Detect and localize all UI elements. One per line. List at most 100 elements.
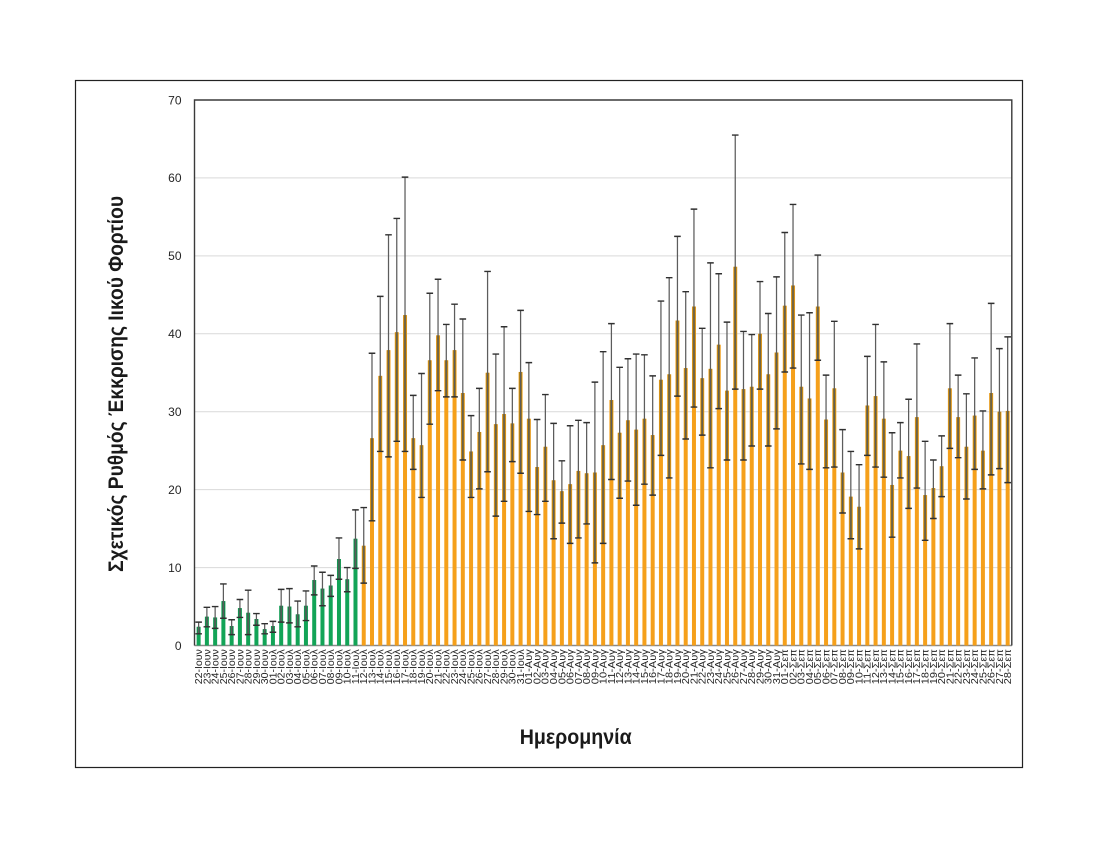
svg-text:06-Ιουλ: 06-Ιουλ [310, 649, 321, 684]
svg-text:10-Σεπ: 10-Σεπ [854, 649, 865, 684]
svg-text:Σχετικός Ρυθμός Έκκρισης Ιικού: Σχετικός Ρυθμός Έκκρισης Ιικού Φορτίου [105, 196, 128, 572]
svg-text:18-Ιουλ: 18-Ιουλ [409, 649, 420, 684]
svg-text:23-Σεπ: 23-Σεπ [962, 649, 973, 684]
svg-text:19-Αυγ: 19-Αυγ [673, 649, 684, 684]
svg-text:15-Αυγ: 15-Αυγ [640, 649, 651, 684]
svg-text:12-Αυγ: 12-Αυγ [615, 649, 626, 684]
svg-text:22-Αυγ: 22-Αυγ [698, 649, 709, 684]
svg-text:22-Ιουλ: 22-Ιουλ [442, 649, 453, 684]
svg-text:31-Ιουλ: 31-Ιουλ [516, 649, 527, 684]
svg-text:11-Ιουλ: 11-Ιουλ [351, 649, 362, 684]
svg-text:12-Σεπ: 12-Σεπ [871, 649, 882, 684]
svg-text:30-Ιουλ: 30-Ιουλ [508, 649, 519, 684]
svg-text:23-Ιουν: 23-Ιουν [202, 649, 213, 684]
svg-text:26-Ιουλ: 26-Ιουλ [475, 649, 486, 684]
svg-text:25-Αυγ: 25-Αυγ [722, 649, 733, 684]
svg-text:28-Ιουν: 28-Ιουν [244, 649, 255, 684]
svg-text:14-Αυγ: 14-Αυγ [632, 649, 643, 684]
svg-text:21-Ιουλ: 21-Ιουλ [433, 649, 444, 684]
svg-text:27-Σεπ: 27-Σεπ [995, 649, 1006, 684]
svg-text:17-Σεπ: 17-Σεπ [912, 649, 923, 684]
svg-text:10: 10 [168, 561, 182, 575]
svg-text:21-Σεπ: 21-Σεπ [945, 649, 956, 684]
svg-text:28-Σεπ: 28-Σεπ [1003, 649, 1014, 684]
svg-text:05-Σεπ: 05-Σεπ [813, 649, 824, 684]
svg-text:25-Ιουλ: 25-Ιουλ [466, 649, 477, 684]
svg-text:09-Ιουλ: 09-Ιουλ [334, 649, 345, 684]
svg-text:03-Αυγ: 03-Αυγ [541, 649, 552, 684]
svg-text:20-Σεπ: 20-Σεπ [937, 649, 948, 684]
svg-text:60: 60 [168, 171, 182, 185]
svg-text:08-Αυγ: 08-Αυγ [582, 649, 593, 684]
svg-text:26-Αυγ: 26-Αυγ [731, 649, 742, 684]
svg-text:16-Σεπ: 16-Σεπ [904, 649, 915, 684]
svg-text:Ημερομηνία: Ημερομηνία [520, 726, 632, 749]
svg-text:20-Ιουλ: 20-Ιουλ [425, 649, 436, 684]
svg-text:10-Αυγ: 10-Αυγ [599, 649, 610, 684]
svg-text:22-Σεπ: 22-Σεπ [954, 649, 965, 684]
svg-text:50: 50 [168, 249, 182, 263]
svg-text:01-Ιουλ: 01-Ιουλ [268, 649, 279, 684]
svg-text:17-Ιουλ: 17-Ιουλ [400, 649, 411, 684]
svg-text:18-Σεπ: 18-Σεπ [921, 649, 932, 684]
svg-text:15-Σεπ: 15-Σεπ [896, 649, 907, 684]
svg-text:13-Ιουλ: 13-Ιουλ [367, 649, 378, 684]
svg-text:29-Αυγ: 29-Αυγ [755, 649, 766, 684]
svg-text:11-Σεπ: 11-Σεπ [863, 649, 874, 684]
svg-text:12-Ιουλ: 12-Ιουλ [359, 649, 370, 684]
svg-text:17-Αυγ: 17-Αυγ [656, 649, 667, 684]
svg-text:13-Σεπ: 13-Σεπ [879, 649, 890, 684]
svg-text:05-Αυγ: 05-Αυγ [557, 649, 568, 684]
svg-text:11-Αυγ: 11-Αυγ [607, 649, 618, 684]
svg-text:23-Ιουλ: 23-Ιουλ [450, 649, 461, 684]
svg-text:24-Ιουλ: 24-Ιουλ [458, 649, 469, 684]
svg-text:10-Ιουλ: 10-Ιουλ [343, 649, 354, 684]
svg-text:20-Αυγ: 20-Αυγ [681, 649, 692, 684]
svg-text:02-Αυγ: 02-Αυγ [533, 649, 544, 684]
svg-text:08-Ιουλ: 08-Ιουλ [326, 649, 337, 684]
svg-text:02-Ιουλ: 02-Ιουλ [277, 649, 288, 684]
svg-text:09-Σεπ: 09-Σεπ [846, 649, 857, 684]
svg-text:26-Σεπ: 26-Σεπ [987, 649, 998, 684]
svg-text:05-Ιουλ: 05-Ιουλ [301, 649, 312, 684]
svg-text:14-Ιουλ: 14-Ιουλ [376, 649, 387, 684]
svg-text:08-Σεπ: 08-Σεπ [838, 649, 849, 684]
svg-text:24-Ιουν: 24-Ιουν [211, 649, 222, 684]
svg-text:01-Σεπ: 01-Σεπ [780, 649, 791, 684]
svg-text:07-Ιουλ: 07-Ιουλ [318, 649, 329, 684]
svg-text:23-Αυγ: 23-Αυγ [706, 649, 717, 684]
svg-text:04-Σεπ: 04-Σεπ [805, 649, 816, 684]
svg-text:28-Ιουλ: 28-Ιουλ [491, 649, 502, 684]
svg-text:26-Ιουν: 26-Ιουν [227, 649, 238, 684]
svg-text:04-Ιουλ: 04-Ιουλ [293, 649, 304, 684]
svg-text:27-Ιουλ: 27-Ιουλ [483, 649, 494, 684]
svg-text:70: 70 [168, 93, 182, 107]
svg-text:18-Αυγ: 18-Αυγ [665, 649, 676, 684]
svg-text:22-Ιουν: 22-Ιουν [194, 649, 205, 684]
svg-text:02-Σεπ: 02-Σεπ [788, 649, 799, 684]
svg-text:07-Αυγ: 07-Αυγ [574, 649, 585, 684]
svg-text:04-Αυγ: 04-Αυγ [549, 649, 560, 684]
svg-text:06-Αυγ: 06-Αυγ [566, 649, 577, 684]
svg-text:24-Σεπ: 24-Σεπ [970, 649, 981, 684]
svg-text:25-Σεπ: 25-Σεπ [978, 649, 989, 684]
svg-text:13-Αυγ: 13-Αυγ [623, 649, 634, 684]
svg-text:07-Σεπ: 07-Σεπ [830, 649, 841, 684]
svg-text:29-Ιουλ: 29-Ιουλ [499, 649, 510, 684]
svg-text:09-Αυγ: 09-Αυγ [590, 649, 601, 684]
svg-text:15-Ιουλ: 15-Ιουλ [384, 649, 395, 684]
svg-text:27-Ιουν: 27-Ιουν [235, 649, 246, 684]
svg-text:06-Σεπ: 06-Σεπ [821, 649, 832, 684]
svg-text:16-Αυγ: 16-Αυγ [648, 649, 659, 684]
svg-text:16-Ιουλ: 16-Ιουλ [392, 649, 403, 684]
svg-text:14-Σεπ: 14-Σεπ [887, 649, 898, 684]
svg-text:30-Ιουν: 30-Ιουν [260, 649, 271, 684]
svg-text:21-Αυγ: 21-Αυγ [689, 649, 700, 684]
svg-text:20: 20 [168, 483, 182, 497]
svg-text:40: 40 [168, 327, 182, 341]
svg-text:01-Αυγ: 01-Αυγ [524, 649, 535, 684]
svg-text:25-Ιουν: 25-Ιουν [219, 649, 230, 684]
svg-text:29-Ιουν: 29-Ιουν [252, 649, 263, 684]
svg-text:30-Αυγ: 30-Αυγ [764, 649, 775, 684]
svg-text:19-Ιουλ: 19-Ιουλ [417, 649, 428, 684]
